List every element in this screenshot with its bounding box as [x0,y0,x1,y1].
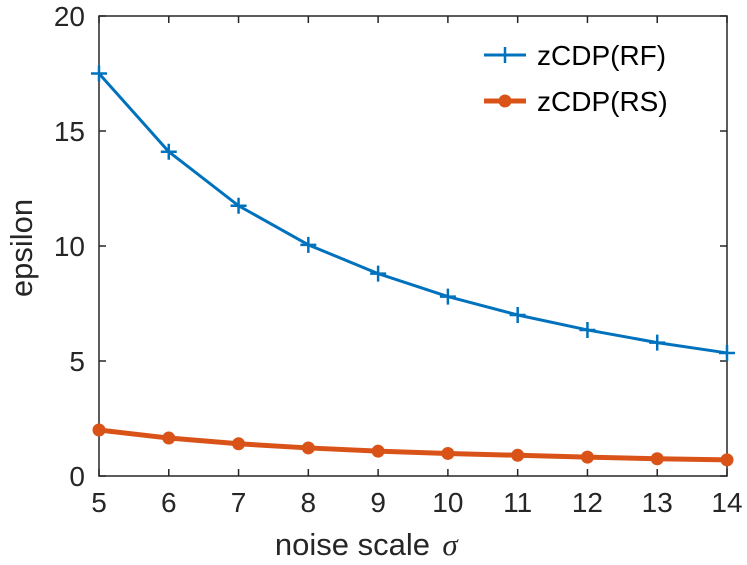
series-layer [91,65,735,467]
data-point-circle [441,446,455,460]
x-tick-label: 5 [91,487,107,518]
data-point-plus [509,307,526,323]
y-tick-label: 15 [54,116,85,147]
data-point-plus [91,65,107,82]
data-point-plus [439,288,456,305]
data-point-circle [511,448,525,462]
data-point-circle [580,450,594,464]
data-point-circle [162,431,176,445]
data-point-plus [370,265,387,282]
y-tick-label: 20 [54,1,85,32]
x-tick-label: 13 [642,487,673,518]
x-tick-label: 6 [161,487,177,518]
x-tick-label: 11 [503,487,532,518]
data-point-circle [92,423,106,437]
legend: zCDP(RF) zCDP(RS) [470,30,720,126]
data-point-plus [719,344,735,361]
data-point-circle [301,441,315,455]
data-point-circle [650,452,664,466]
data-point-plus [160,143,177,160]
y-tick-label: 5 [69,346,85,377]
x-tick-label: 12 [572,487,603,518]
data-point-circle [371,444,385,458]
data-point-circle [232,437,246,451]
legend-marker-rs [498,94,512,108]
legend-box [470,30,720,126]
legend-label-rf: zCDP(RF) [537,40,666,71]
data-point-circle [720,453,734,467]
x-tick-label: 10 [432,487,463,518]
y-tick-label: 0 [69,461,85,492]
x-tick-label: 14 [711,487,742,518]
data-point-plus [230,197,247,214]
data-point-plus [579,321,596,338]
x-tick-label: 8 [301,487,317,518]
data-point-plus [300,236,317,253]
series-line-0 [97,72,728,355]
x-tick-label: 7 [231,487,247,518]
x-axis-symbol: σ [442,527,459,562]
legend-label-rs: zCDP(RS) [537,86,668,117]
data-point-plus [649,334,666,351]
x-tick-label: 9 [370,487,386,518]
legend-marker-rf [497,47,513,63]
series-line-1 [98,427,728,463]
y-axis-label: epsilon [4,199,39,297]
x-axis-label: noise scale [275,527,430,562]
y-tick-label: 10 [54,231,85,262]
